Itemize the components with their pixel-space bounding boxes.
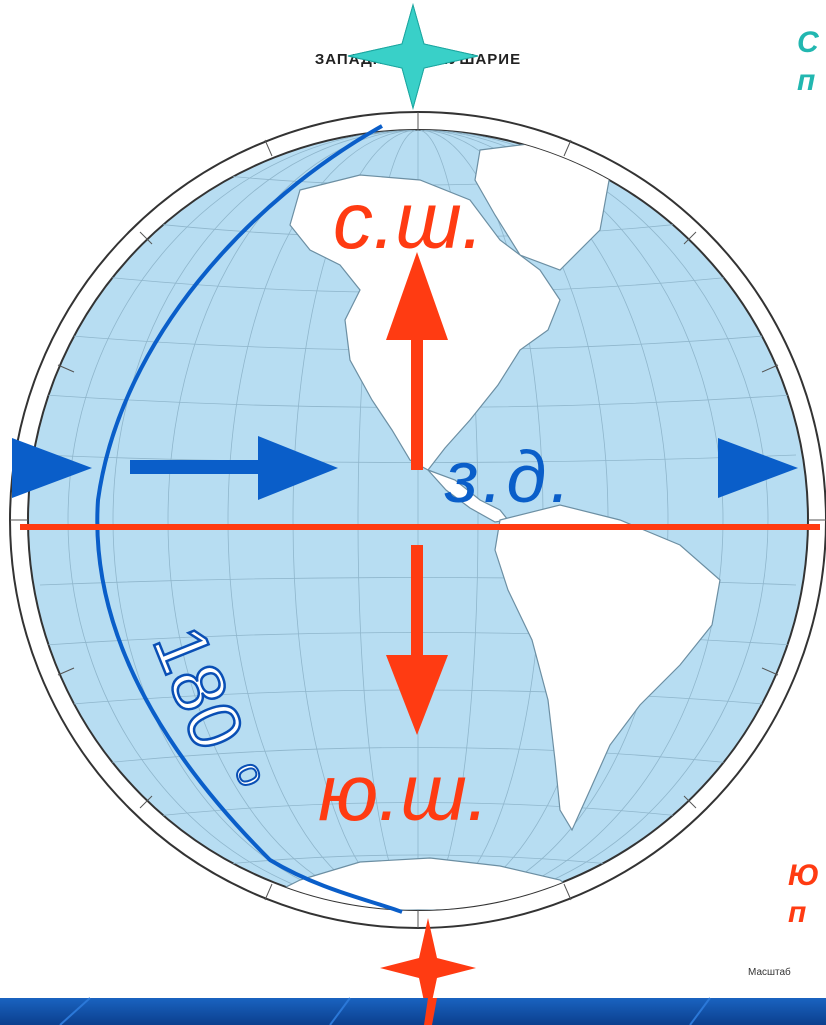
south-pole-star xyxy=(380,918,476,1020)
left-edge-arrow xyxy=(12,438,92,498)
west-arrows xyxy=(12,436,798,500)
outer-ticks xyxy=(10,112,826,928)
side-text-top-1: С xyxy=(797,26,820,59)
west-longitude-label: з.д. xyxy=(444,438,574,518)
map-title-group: ЗАПАДНОЕ ПОЛУШАРИЕ xyxy=(315,3,520,110)
south-latitude-label: ю.ш. xyxy=(318,748,489,837)
side-text-bottom-1: Ю xyxy=(788,859,819,892)
right-edge-arrow xyxy=(718,438,798,498)
scale-text: Масштаб xyxy=(748,966,791,978)
south-arrow xyxy=(386,545,448,735)
middle-arrow xyxy=(258,436,338,500)
meridian-180-arc xyxy=(95,124,403,914)
side-text-top-2: п xyxy=(797,64,815,97)
side-text-bottom-2: п xyxy=(788,896,806,929)
north-arrow xyxy=(386,252,448,470)
globe xyxy=(9,111,826,929)
footer-bar xyxy=(0,997,826,1025)
north-latitude-label: с.ш. xyxy=(333,176,484,265)
